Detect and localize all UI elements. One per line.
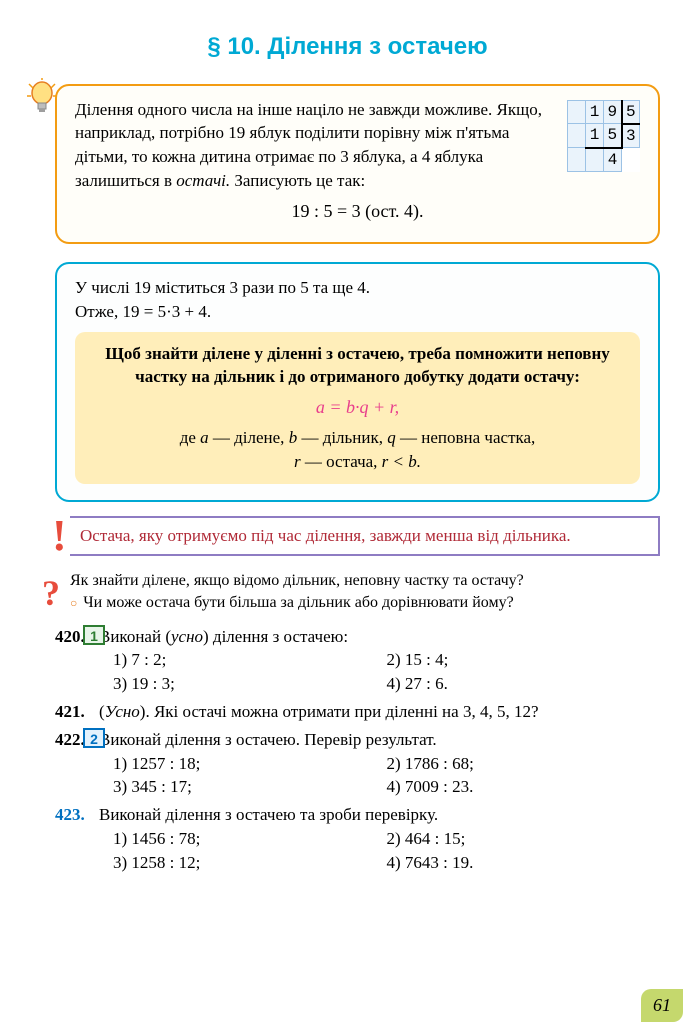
theory-box: У числі 19 міститься 3 рази по 5 та ще 4…	[55, 262, 660, 502]
exercise-420: 420. Виконай (усно) ділення з остачею: 1…	[55, 625, 660, 696]
exercise-423: 423. Виконай ділення з остачею та зроби …	[55, 803, 660, 874]
important-note: ! Остача, яку отримуємо під час ділення,…	[70, 516, 660, 556]
question-block: ? Як знайти ділене, якщо відомо дільник,…	[70, 570, 660, 615]
rule-formula: a = b·q + r,	[89, 395, 626, 420]
rule-text: Щоб знайти ділене у діленні з остачею, т…	[89, 342, 626, 390]
question-1: Як знайти ділене, якщо відомо дільник, н…	[70, 570, 660, 592]
level-marker-2: 2	[83, 728, 105, 748]
question-icon: ?	[42, 568, 60, 618]
exercise-421: 421. (Усно). Які остачі можна отримати п…	[55, 700, 660, 724]
level-marker-1: 1	[83, 625, 105, 645]
intro-equation: 19 : 5 = 3 (ост. 4).	[75, 199, 640, 224]
question-2: Чи може остача бути більша за дільник аб…	[70, 592, 660, 614]
lightbulb-icon	[25, 78, 59, 118]
rule-vars-1: де a — ділене, b — дільник, q — неповна …	[89, 426, 626, 450]
theory-line-1: У числі 19 міститься 3 рази по 5 та ще 4…	[75, 276, 640, 300]
long-division-table: 195 153 4	[567, 100, 640, 173]
theory-line-2: Отже, 19 = 5·3 + 4.	[75, 300, 640, 324]
rule-vars-2: r — остача, r < b.	[89, 450, 626, 474]
section-title: § 10. Ділення з остачею	[0, 30, 695, 64]
intro-text: Ділення одного числа на інше націло не з…	[75, 98, 640, 193]
exercise-422: 422. Виконай ділення з остачею. Перевір …	[55, 728, 660, 799]
exercises: 1 420. Виконай (усно) ділення з остачею:…	[55, 625, 660, 875]
rule-box: Щоб знайти ділене у діленні з остачею, т…	[75, 332, 640, 484]
intro-box: 195 153 4 Ділення одного числа на інше н…	[55, 84, 660, 244]
exclamation-icon: !	[52, 514, 67, 558]
page-number: 61	[641, 989, 683, 1022]
